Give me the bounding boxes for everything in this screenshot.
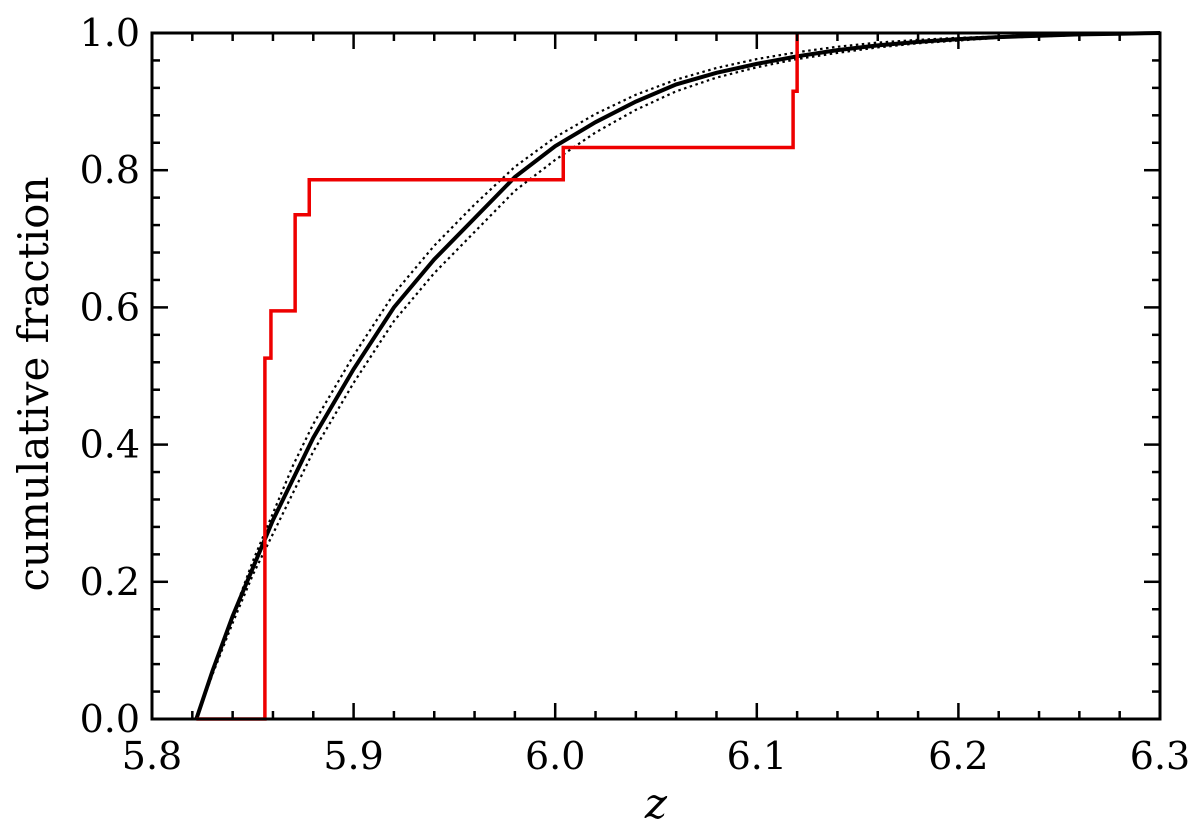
y-tick-label: 0.8 (80, 148, 140, 192)
series-line-step-3 (196, 33, 799, 721)
x-tick-label: 6.0 (525, 734, 585, 778)
x-tick-label: 6.1 (727, 734, 787, 778)
ticks-layer (150, 31, 1162, 721)
plot-frame (150, 31, 1162, 721)
x-axis-label: z (644, 779, 668, 825)
labels-layer: 5.8 5.9 6.0 6.1 6.2 6.3 0.0 0.2 0.4 0.6 0.8 1.0 (80, 11, 1191, 778)
series-line-dotted-2 (195, 31, 1161, 720)
y-tick-label: 1.0 (80, 11, 140, 55)
x-tick-label: 6.2 (928, 734, 988, 778)
y-tick-label: 0.2 (80, 560, 140, 604)
y-axis-label: cumulative fraction (9, 177, 58, 592)
x-tick-label: 5.8 (122, 734, 182, 778)
series-layer (194, 31, 1161, 721)
series-line-dotted-1 (195, 31, 1161, 720)
x-tick-label: 5.9 (323, 734, 383, 778)
y-tick-label: 0.0 (80, 697, 140, 741)
y-tick-label: 0.6 (80, 285, 140, 329)
x-tick-label: 6.3 (1130, 734, 1190, 778)
series-line-solid-0 (194, 31, 1161, 720)
y-tick-label: 0.4 (80, 423, 140, 467)
